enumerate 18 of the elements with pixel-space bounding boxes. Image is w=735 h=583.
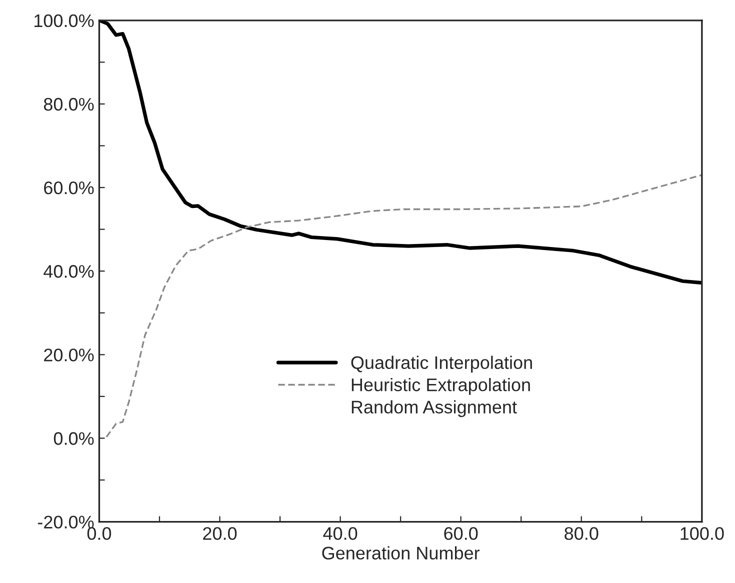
y-tick-label: -20.0%: [38, 516, 94, 529]
y-tick-label: 60.0%: [44, 181, 94, 194]
legend-label: Quadratic Interpolation: [351, 356, 532, 373]
y-tick-label: 100.0%: [34, 14, 94, 28]
x-tick-label: 20.0: [203, 527, 237, 540]
x-tick-label: 40.0: [323, 527, 358, 540]
x-tick-label: 0.0: [87, 527, 112, 540]
x-tick-label: 60.0: [444, 527, 478, 540]
legend-label: Heuristic Extrapolation: [352, 378, 530, 395]
y-tick-label: 80.0%: [44, 98, 94, 111]
x-tick-label: 100.0: [680, 527, 724, 540]
text: Random Assignment: [352, 400, 517, 418]
y-tick-label: 40.0%: [44, 265, 94, 278]
x-tick-label: 80.0: [564, 527, 598, 540]
x-axis-title: Generation Number: [322, 546, 480, 560]
y-tick-label: 0.0%: [54, 432, 94, 445]
line-series: [106, 174, 702, 438]
y-tick-label: 20.0%: [44, 348, 94, 362]
